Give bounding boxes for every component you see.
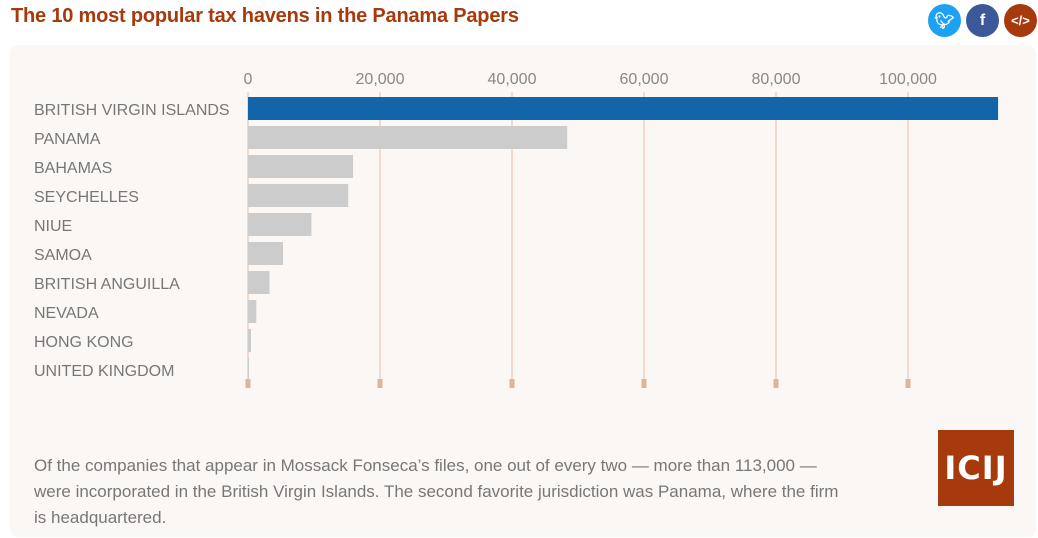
bar: [248, 300, 257, 323]
tick-mark: [509, 379, 515, 388]
tick-label: 0: [244, 71, 253, 88]
facebook-icon: f: [979, 11, 986, 29]
chart-caption: Of the companies that appear in Mossack …: [34, 456, 839, 527]
bar: [248, 271, 270, 294]
bar: [248, 126, 568, 149]
tick-label: 80,000: [752, 71, 801, 88]
bar: [248, 242, 284, 265]
bar: [248, 97, 999, 120]
bar: [248, 358, 249, 381]
category-label: NEVADA: [34, 305, 99, 322]
embed-button[interactable]: </>: [1004, 4, 1037, 37]
tick-mark: [773, 379, 779, 388]
category-label: BRITISH VIRGIN ISLANDS: [34, 102, 230, 119]
twitter-share-button[interactable]: 🐦︎: [928, 4, 961, 37]
tick-mark: [245, 379, 251, 388]
facebook-share-button[interactable]: f: [966, 4, 999, 37]
bar: [248, 329, 251, 352]
twitter-icon: 🐦︎: [934, 12, 955, 30]
category-label: SAMOA: [34, 247, 92, 264]
chart-title: The 10 most popular tax havens in the Pa…: [11, 5, 519, 27]
embed-code-icon: </>: [1011, 13, 1030, 28]
tick-label: 20,000: [356, 71, 405, 88]
category-label: SEYCHELLES: [34, 189, 139, 206]
bar: [248, 184, 349, 207]
bar: [248, 155, 354, 178]
category-label: PANAMA: [34, 131, 101, 148]
tick-mark: [377, 379, 383, 388]
tick-label: 40,000: [488, 71, 537, 88]
category-label: UNITED KINGDOM: [34, 363, 174, 380]
tick-mark: [905, 379, 911, 388]
bar: [248, 213, 312, 236]
tick-label: 60,000: [620, 71, 669, 88]
tick-label: 100,000: [879, 71, 937, 88]
category-label: NIUE: [34, 218, 72, 235]
tick-mark: [641, 379, 647, 388]
category-label: HONG KONG: [34, 334, 134, 351]
category-label: BRITISH ANGUILLA: [34, 276, 180, 293]
icij-logo: ICIJ: [938, 430, 1014, 506]
category-label: BAHAMAS: [34, 160, 112, 177]
